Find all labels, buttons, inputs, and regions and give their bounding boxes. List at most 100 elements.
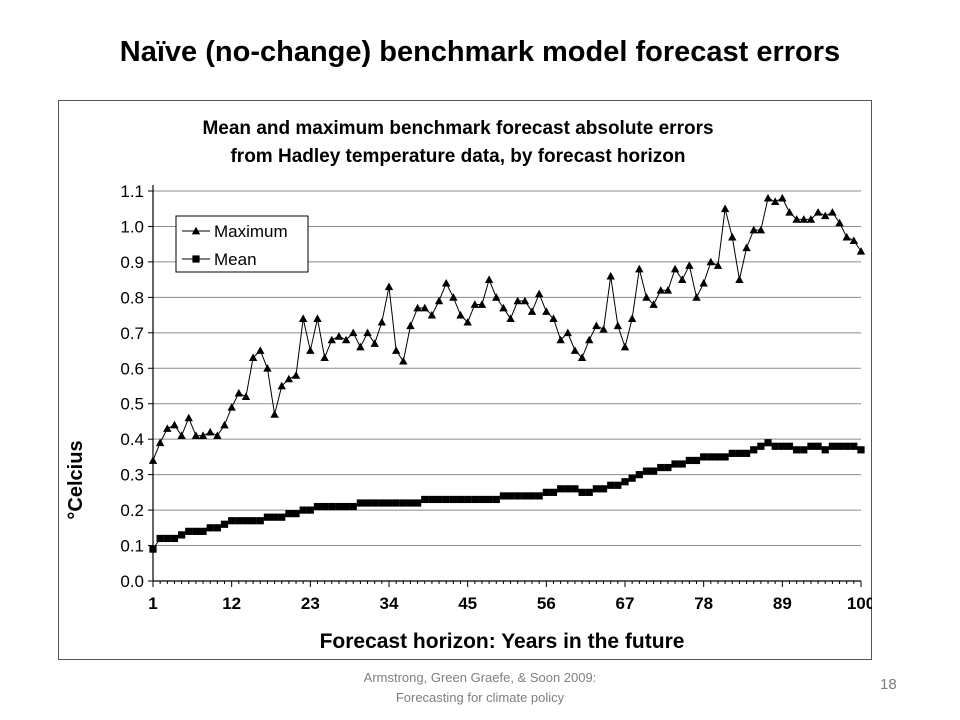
maximum-point [213, 431, 222, 439]
maximum-point [542, 307, 551, 315]
legend-label-maximum: Maximum [214, 222, 288, 241]
mean-point [242, 517, 250, 525]
maximum-point [377, 317, 387, 326]
y-tick-label: 0.2 [120, 501, 144, 520]
y-tick-label: 0.9 [120, 253, 144, 272]
footer-citation: Armstrong, Green Graefe, & Soon 2009: Fo… [330, 668, 630, 708]
maximum-point [420, 303, 429, 312]
maximum-point [484, 275, 494, 283]
maximum-point [456, 310, 465, 319]
mean-point [414, 499, 422, 507]
mean-point [742, 449, 751, 457]
maximum-point [256, 346, 265, 354]
maximum-point [263, 364, 272, 372]
mean-point [700, 453, 708, 461]
mean-point [163, 534, 171, 543]
maximum-point [792, 215, 801, 223]
maximum-point [692, 293, 701, 301]
mean-point [385, 499, 393, 507]
maximum-point [585, 335, 594, 344]
maximum-point [399, 356, 408, 365]
mean-point [692, 456, 701, 465]
maximum-point [234, 388, 244, 397]
maximum-point [749, 225, 758, 234]
x-tick-label: 1 [148, 594, 157, 613]
maximum-point [577, 353, 587, 361]
mean-point [657, 463, 665, 472]
maximum-point [384, 282, 394, 291]
mean-point [421, 495, 429, 504]
maximum-point [534, 289, 544, 298]
maximum-point [406, 321, 415, 330]
mean-point [471, 495, 479, 504]
mean-point [857, 446, 865, 454]
maximum-point [842, 232, 851, 241]
maximum-point [835, 218, 844, 227]
maximum-point [627, 314, 637, 322]
maximum-point [527, 307, 537, 315]
maximum-point [277, 381, 286, 390]
x-tick-label: 89 [773, 594, 792, 613]
mean-point [564, 485, 572, 493]
x-tick-label: 34 [380, 594, 399, 613]
maximum-point [549, 314, 558, 322]
mean-point [220, 520, 229, 528]
mean-point [642, 467, 651, 475]
y-tick-label: 0.8 [120, 288, 144, 307]
maximum-point [341, 335, 351, 344]
mean-point [528, 492, 536, 500]
mean-point [607, 481, 615, 489]
maximum-point [363, 328, 372, 337]
y-tick-label: 0.6 [120, 359, 144, 378]
x-tick-label: 100 [847, 594, 872, 613]
mean-point [828, 442, 836, 450]
mean-point [721, 453, 729, 461]
mean-point [635, 471, 643, 479]
mean-point [757, 442, 765, 450]
mean-point [485, 495, 493, 504]
maximum-point [449, 293, 458, 301]
footer-citation-line1: Armstrong, Green Graefe, & Soon 2009: [363, 670, 597, 685]
x-tick-label: 56 [537, 594, 556, 613]
mean-point [199, 527, 207, 535]
mean-point [149, 545, 157, 553]
maximum-point [556, 335, 565, 344]
maximum-point [198, 431, 208, 439]
series-maximum [148, 193, 866, 464]
maximum-point [442, 278, 451, 287]
mean-point [249, 517, 257, 525]
maximum-point [613, 321, 623, 330]
mean-point [378, 499, 386, 507]
maximum-point [220, 420, 229, 429]
chart-title-line1: Mean and maximum benchmark forecast abso… [202, 118, 713, 139]
maximum-point [284, 374, 294, 383]
mean-point [628, 474, 636, 482]
mean-point [342, 502, 350, 511]
maximum-point [163, 424, 172, 432]
maximum-point [499, 303, 508, 312]
mean-point [449, 495, 457, 504]
legend-marker-mean [192, 255, 200, 263]
maximum-point [513, 296, 522, 305]
series-mean [149, 439, 865, 553]
maximum-point [170, 420, 179, 429]
mean-point [228, 517, 236, 525]
mean-point [399, 499, 407, 507]
mean-point [843, 442, 851, 450]
footer-citation-line2: Forecasting for climate policy [395, 690, 565, 705]
mean-point [557, 485, 565, 493]
y-tick-label: 0.1 [120, 537, 144, 556]
maximum-point [821, 211, 830, 220]
maximum-point [470, 300, 480, 308]
maximum-point [799, 215, 808, 223]
mean-point [542, 488, 550, 496]
maximum-point [177, 431, 186, 439]
maximum-point [184, 413, 193, 422]
maximum-point [770, 197, 780, 205]
maximum-point [370, 339, 379, 347]
forecast-error-chart: 0.0 0.1 0.2 0.3 0.4 0.5 0.6 0.7 0.8 0.9 1.0 1.1 1 12 2… [65, 118, 872, 653]
y-tick-label: 0.3 [120, 466, 144, 485]
y-axis-label: °Celcius [65, 440, 87, 519]
maximum-point [620, 342, 630, 351]
mean-point [356, 499, 364, 507]
